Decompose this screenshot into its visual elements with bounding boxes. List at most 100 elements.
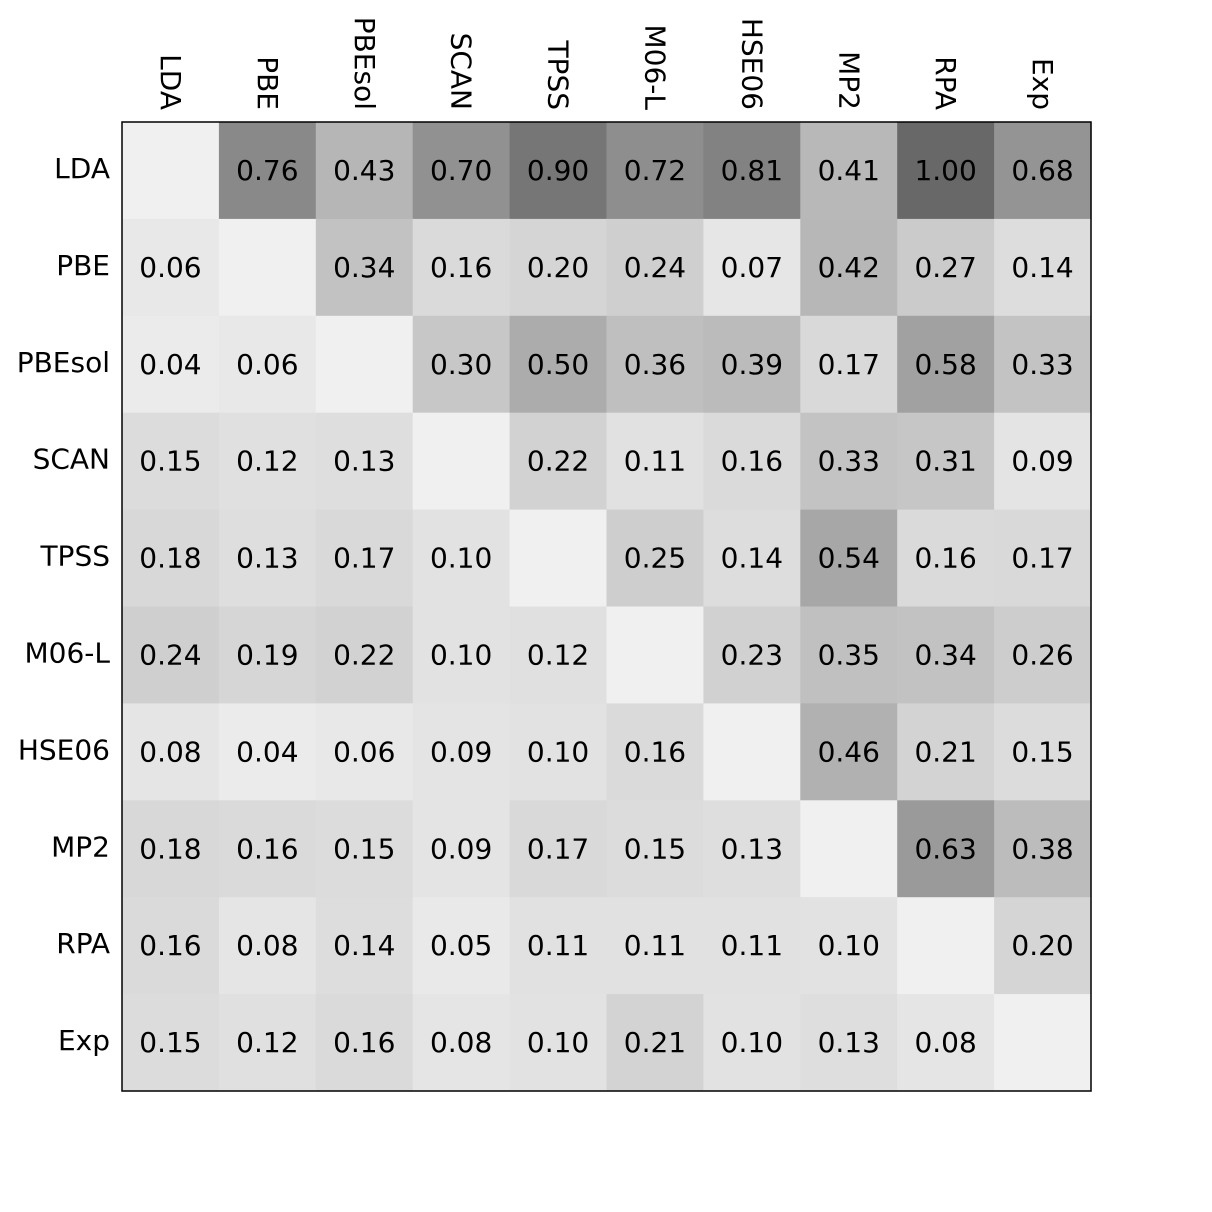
- x-tick-labels: LDA PBE PBEsol SCAN TPSS M06-L HSE06 MP2 RPA Exp: [154, 17, 1059, 111]
- cell-value-label: 0.36: [624, 348, 686, 381]
- cell-value-label: 0.10: [527, 735, 589, 768]
- cell-value-label: 0.14: [1011, 251, 1073, 284]
- heatmap-cell-PBEsol-Exp: [994, 315, 1092, 414]
- heatmap-cell-Exp-SCAN: [412, 994, 511, 1092]
- cell-value-label: 0.12: [236, 1026, 298, 1059]
- cell-value-label: 0.16: [914, 542, 976, 575]
- heatmap-cell-HSE06-M06-L: [606, 703, 704, 801]
- cell-value-label: 0.16: [236, 832, 298, 865]
- heatmap-cell-TPSS-MP2: [800, 509, 898, 608]
- heatmap-cell-PBEsol-MP2: [800, 315, 898, 414]
- plot-frame: [121, 121, 1092, 1092]
- heatmap-cell-M06-L-Exp: [994, 606, 1092, 704]
- heatmap-cell-LDA-MP2: [800, 122, 898, 220]
- heatmap-cell-Exp-Exp: [994, 994, 1092, 1092]
- heatmap-cell-SCAN-RPA: [897, 412, 995, 511]
- x-tick-label-PBE: PBE: [251, 56, 284, 110]
- heatmap-cell-SCAN-Exp: [994, 412, 1092, 511]
- heatmap-cell-MP2-SCAN: [412, 800, 511, 898]
- cell-value-label: 0.11: [624, 445, 686, 478]
- cell-value-label: 0.24: [139, 638, 201, 671]
- heatmap-cell-LDA-Exp: [994, 122, 1092, 220]
- cell-value-label: 0.38: [1011, 832, 1073, 865]
- cell-value-label: 0.04: [139, 348, 201, 381]
- cell-value-label: 0.21: [624, 1026, 686, 1059]
- heatmap-cell-Exp-PBEsol: [315, 994, 414, 1092]
- cell-value-label: 0.11: [624, 929, 686, 962]
- cell-value-label: 0.10: [430, 638, 492, 671]
- cell-value-label: 0.08: [236, 929, 298, 962]
- heatmap-cell-M06-L-TPSS: [509, 606, 608, 704]
- cell-value-label: 0.12: [236, 445, 298, 478]
- heatmap-cell-Exp-HSE06: [703, 994, 801, 1092]
- heatmap-cell-Exp-PBE: [218, 994, 317, 1092]
- cell-value-label: 0.15: [1011, 735, 1073, 768]
- heatmap-cell-MP2-LDA: [122, 800, 220, 898]
- cell-value-label: 0.18: [139, 832, 201, 865]
- heatmap-cell-RPA-PBEsol: [315, 897, 414, 995]
- heatmap-cell-HSE06-HSE06: [703, 703, 801, 801]
- cell-value-label: 0.06: [139, 251, 201, 284]
- heatmap-cell-SCAN-SCAN: [412, 412, 511, 511]
- cell-value-label: 0.20: [1011, 929, 1073, 962]
- x-tick-label-HSE06: HSE06: [735, 18, 768, 110]
- cell-value-label: 0.19: [236, 638, 298, 671]
- cell-value-label: 0.11: [721, 929, 783, 962]
- cell-value-label: 0.13: [818, 1026, 880, 1059]
- heatmap-cell-M06-L-SCAN: [412, 606, 511, 704]
- heatmap-cell-RPA-MP2: [800, 897, 898, 995]
- cell-value-label: 0.10: [430, 542, 492, 575]
- cell-value-label: 0.33: [1011, 348, 1073, 381]
- cell-value-label: 1.00: [914, 154, 976, 187]
- heatmap-cell-HSE06-LDA: [122, 703, 220, 801]
- cell-value-label: 0.16: [139, 929, 201, 962]
- cell-value-label: 0.16: [721, 445, 783, 478]
- cell-value-label: 0.20: [527, 251, 589, 284]
- cell-value-label: 0.04: [236, 735, 298, 768]
- cell-value-label: 0.07: [721, 251, 783, 284]
- heatmap-cell-TPSS-RPA: [897, 509, 995, 608]
- heatmap-cell-M06-L-RPA: [897, 606, 995, 704]
- cell-value-label: 0.08: [430, 1026, 492, 1059]
- heatmap-cell-PBE-MP2: [800, 218, 898, 317]
- heatmap-cell-SCAN-HSE06: [703, 412, 801, 511]
- heatmap-cell-Exp-M06-L: [606, 994, 704, 1092]
- cell-value-label: 0.34: [333, 251, 395, 284]
- heatmap-cell-PBE-TPSS: [509, 218, 608, 317]
- heatmap-cell-M06-L-PBE: [218, 606, 317, 704]
- heatmap-cell-PBEsol-PBE: [218, 315, 317, 414]
- heatmap-cell-TPSS-PBE: [218, 509, 317, 608]
- heatmap-cell-MP2-PBE: [218, 800, 317, 898]
- cell-value-label: 0.22: [527, 445, 589, 478]
- cell-value-label: 0.16: [430, 251, 492, 284]
- heatmap-cell-M06-L-MP2: [800, 606, 898, 704]
- cell-value-label: 0.35: [818, 638, 880, 671]
- cell-value-label: 0.76: [236, 154, 298, 187]
- heatmap-cell-Exp-MP2: [800, 994, 898, 1092]
- heatmap-cell-MP2-MP2: [800, 800, 898, 898]
- cell-value-label: 0.09: [430, 735, 492, 768]
- heatmap-cell-PBEsol-M06-L: [606, 315, 704, 414]
- cell-value-label: 0.16: [624, 735, 686, 768]
- cell-value-label: 0.34: [914, 638, 976, 671]
- heatmap-cell-PBE-Exp: [994, 218, 1092, 317]
- heatmap-cell-MP2-HSE06: [703, 800, 801, 898]
- heatmap-cell-PBEsol-RPA: [897, 315, 995, 414]
- cell-value-label: 0.10: [721, 1026, 783, 1059]
- y-tick-label-HSE06: HSE06: [18, 733, 110, 766]
- heatmap-cell-HSE06-Exp: [994, 703, 1092, 801]
- y-tick-label-PBEsol: PBEsol: [17, 346, 110, 379]
- y-tick-label-SCAN: SCAN: [33, 443, 110, 476]
- cell-value-label: 0.09: [1011, 445, 1073, 478]
- heatmap-cell-MP2-PBEsol: [315, 800, 414, 898]
- heatmap-cell-Exp-TPSS: [509, 994, 608, 1092]
- heatmap-cell-PBE-HSE06: [703, 218, 801, 317]
- heatmap-cell-LDA-M06-L: [606, 122, 704, 220]
- heatmap-cell-TPSS-PBEsol: [315, 509, 414, 608]
- cell-value-label: 0.11: [527, 929, 589, 962]
- heatmap-cell-TPSS-Exp: [994, 509, 1092, 608]
- y-tick-label-RPA: RPA: [56, 927, 110, 960]
- heatmap-cell-TPSS-M06-L: [606, 509, 704, 608]
- cell-value-label: 0.24: [624, 251, 686, 284]
- cell-value-label: 0.70: [430, 154, 492, 187]
